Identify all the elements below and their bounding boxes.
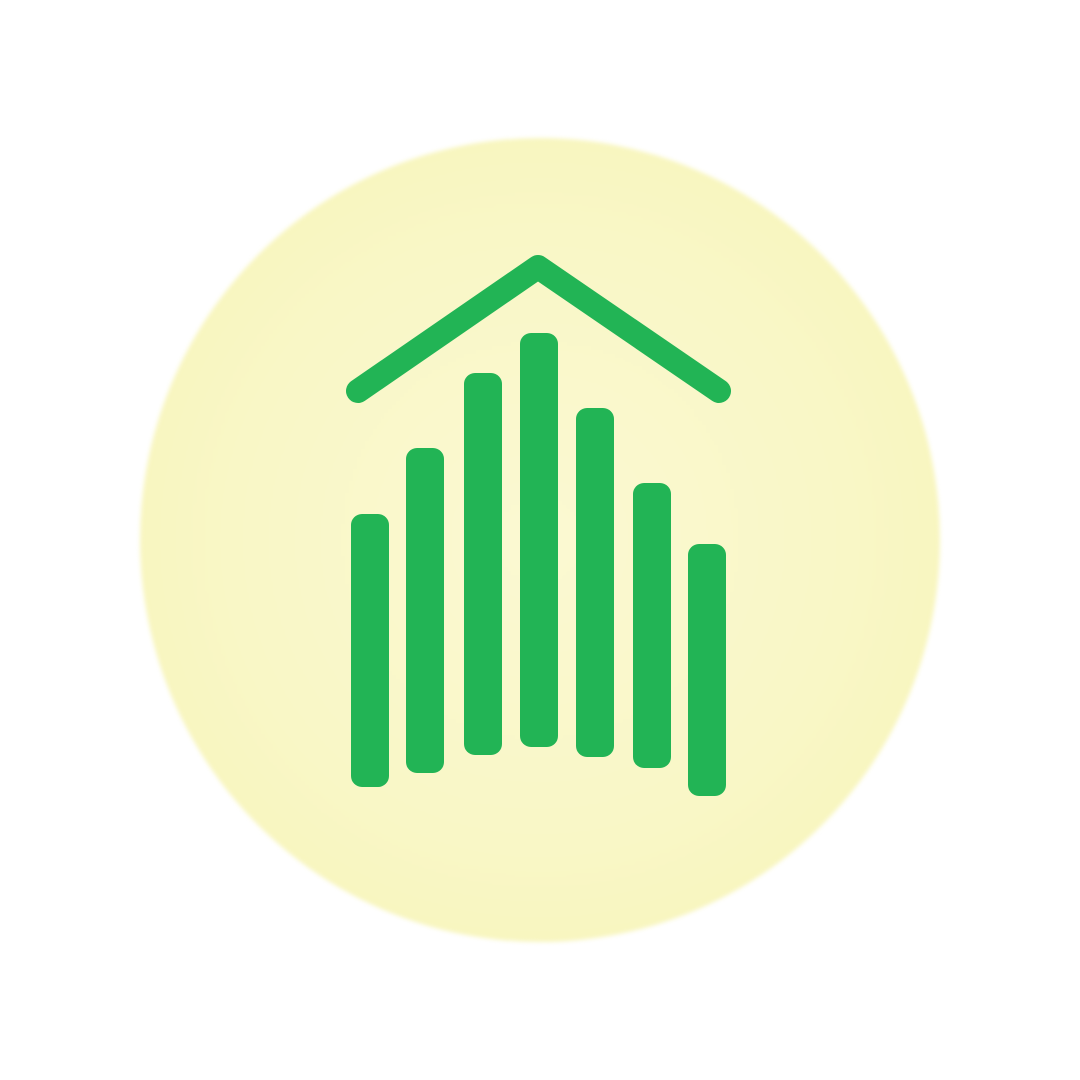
bar-3 — [464, 373, 502, 755]
bar-6 — [633, 483, 671, 768]
bar-4 — [520, 333, 558, 747]
roof-chevron — [346, 255, 731, 403]
bar-5 — [576, 408, 614, 757]
bar-1 — [351, 514, 389, 787]
bar-7 — [688, 544, 726, 796]
bar-2 — [406, 448, 444, 773]
